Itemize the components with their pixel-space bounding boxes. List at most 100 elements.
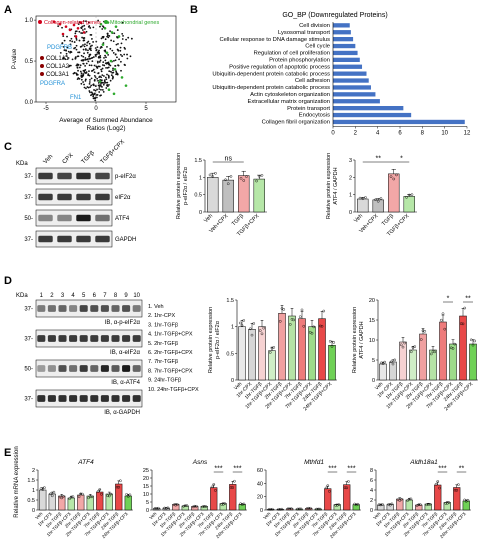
scatter-bg-point [89, 27, 92, 29]
scatter-bg-point [114, 53, 117, 56]
go-xtick-label: 8 [421, 131, 425, 137]
scatter-bg-point [104, 54, 106, 57]
panel-label-e: E [4, 447, 11, 459]
data-point [81, 492, 84, 496]
kda-label: KDa [16, 161, 28, 167]
scatter-bg-point [109, 47, 112, 50]
data-point [50, 494, 54, 498]
go-bar [333, 78, 369, 83]
blot-band [76, 193, 91, 201]
data-point [260, 332, 264, 336]
data-point [388, 503, 392, 507]
bar [459, 315, 467, 381]
scatter-bg-point [98, 76, 101, 79]
data-point [163, 506, 166, 510]
scatter-bg-point [91, 38, 93, 40]
bar-ytick-label: 1 [32, 488, 35, 494]
scatter-bg-point [80, 78, 83, 81]
sig-label: *** [233, 466, 241, 473]
scatter-bg-point [74, 30, 77, 33]
data-point [191, 505, 195, 509]
scatter-bg-point [105, 62, 108, 65]
scatter-bg-point [107, 66, 110, 69]
scatter-xlabel-1: Average of Summed Abundance [59, 117, 153, 124]
scatter-bg-point [81, 29, 84, 31]
scatter-bg-point [100, 82, 102, 85]
blot-band [100, 365, 109, 372]
scatter-bg-point [103, 64, 106, 67]
data-point [320, 324, 324, 328]
data-point [398, 499, 402, 502]
bar [96, 491, 104, 511]
go-category-label: Positive regulation of apoptotic process [229, 64, 330, 70]
bar-ytick-label: 20 [369, 298, 375, 304]
scatter-bg-point [86, 86, 89, 88]
data-point [377, 503, 381, 506]
scatter-bg-point [75, 48, 78, 51]
data-point [208, 173, 212, 177]
scatter-bg-point [85, 62, 88, 65]
scatter-bg-point [88, 70, 90, 73]
data-point [361, 197, 365, 201]
data-point [466, 498, 470, 502]
data-point [459, 322, 463, 325]
kda-marker: 37- [24, 337, 33, 343]
sig-label: *** [328, 466, 336, 473]
data-point [469, 338, 473, 342]
data-point [242, 502, 246, 506]
blot-band [122, 335, 131, 342]
sig-label: ns [225, 156, 233, 163]
gene-title: Mthfd1 [304, 459, 324, 466]
scatter-bg-point [83, 52, 85, 55]
scatter-bg-point [106, 32, 109, 35]
blot-strip [35, 299, 143, 318]
gene-dot-col1a1 [40, 56, 44, 60]
go-bar [333, 85, 371, 90]
scatter-bg-point [97, 72, 100, 75]
legend-collagen-marker [38, 20, 42, 24]
data-point [406, 499, 409, 502]
scatter-point-mito [98, 80, 102, 83]
scatter-bg-point [79, 64, 82, 67]
blot-band [122, 395, 131, 402]
scatter-bg-point [85, 72, 88, 74]
data-point [316, 507, 320, 511]
panel-a: P-value -5 0 5 0.0 0.5 1.0 Collagen-related g… [12, 15, 177, 132]
scatter-bg-point [101, 64, 104, 66]
scatter-bg-point [125, 38, 127, 41]
bar-ytick-label: 0 [370, 508, 373, 514]
bar-ytick-label: 0 [199, 210, 202, 216]
bar [389, 361, 397, 381]
sig-label: *** [438, 466, 446, 473]
bar-ylabel-line1: Relative protein expression [208, 307, 214, 373]
go-bar [333, 37, 354, 42]
scatter-ytick-label: 0.0 [25, 100, 34, 106]
blot-lane-number: 7 [103, 293, 107, 299]
data-point [185, 504, 189, 507]
scatter-bg-point [107, 75, 110, 78]
blot-row-label: eIF2α [115, 195, 131, 201]
blot-strip [35, 389, 143, 408]
bar-category-label: Veh [372, 511, 381, 520]
scatter-xtick-label: 5 [144, 106, 148, 112]
scatter-bg-point [97, 19, 100, 22]
data-point [193, 504, 197, 508]
data-point [164, 506, 168, 510]
data-point [211, 175, 215, 178]
data-point [240, 324, 244, 327]
blot-band [37, 305, 46, 312]
scatter-bg-point [95, 53, 98, 56]
scatter-bg-point [111, 49, 114, 52]
blot-band [95, 193, 110, 201]
data-point [204, 505, 208, 508]
scatter-bg-point [74, 32, 77, 35]
data-point [335, 504, 339, 507]
scatter-bg-point [93, 64, 96, 67]
scatter-bg-point [96, 51, 99, 54]
kda-marker: 37- [24, 307, 33, 313]
scatter-bg-point [106, 84, 109, 86]
bar-category-label: Veh [262, 511, 271, 520]
bar [258, 326, 266, 381]
scatter-bg-point [102, 90, 105, 93]
scatter-point-collagen [76, 26, 80, 30]
